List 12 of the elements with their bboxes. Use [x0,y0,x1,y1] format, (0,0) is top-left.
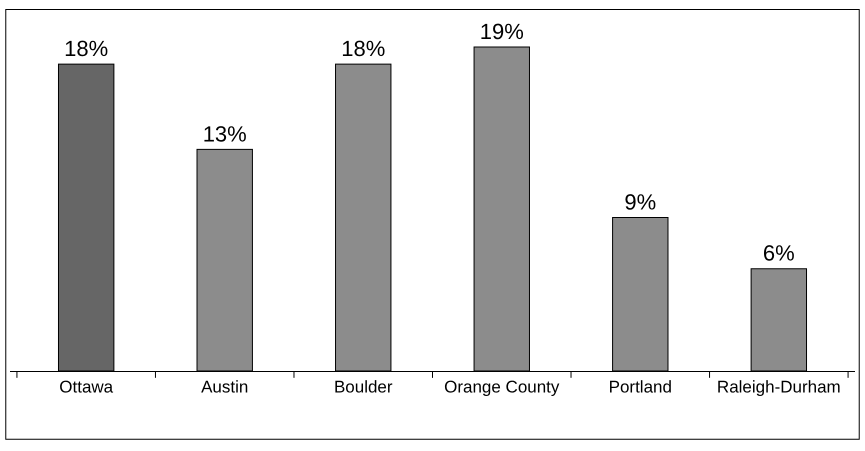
x-tick-label: Raleigh-Durham [716,377,841,396]
data-label: 19% [480,19,524,44]
x-tick-label: Portland [608,377,672,396]
data-label: 9% [624,190,656,215]
data-label: 18% [341,36,386,62]
data-label: 18% [64,36,108,62]
data-label: 6% [762,240,795,266]
x-tick-label: Ottawa [59,377,114,396]
x-tick-label: Orange County [444,377,560,396]
x-tick-label: Austin [201,377,248,396]
data-label: 13% [202,121,247,146]
x-tick-label: Boulder [334,377,393,396]
